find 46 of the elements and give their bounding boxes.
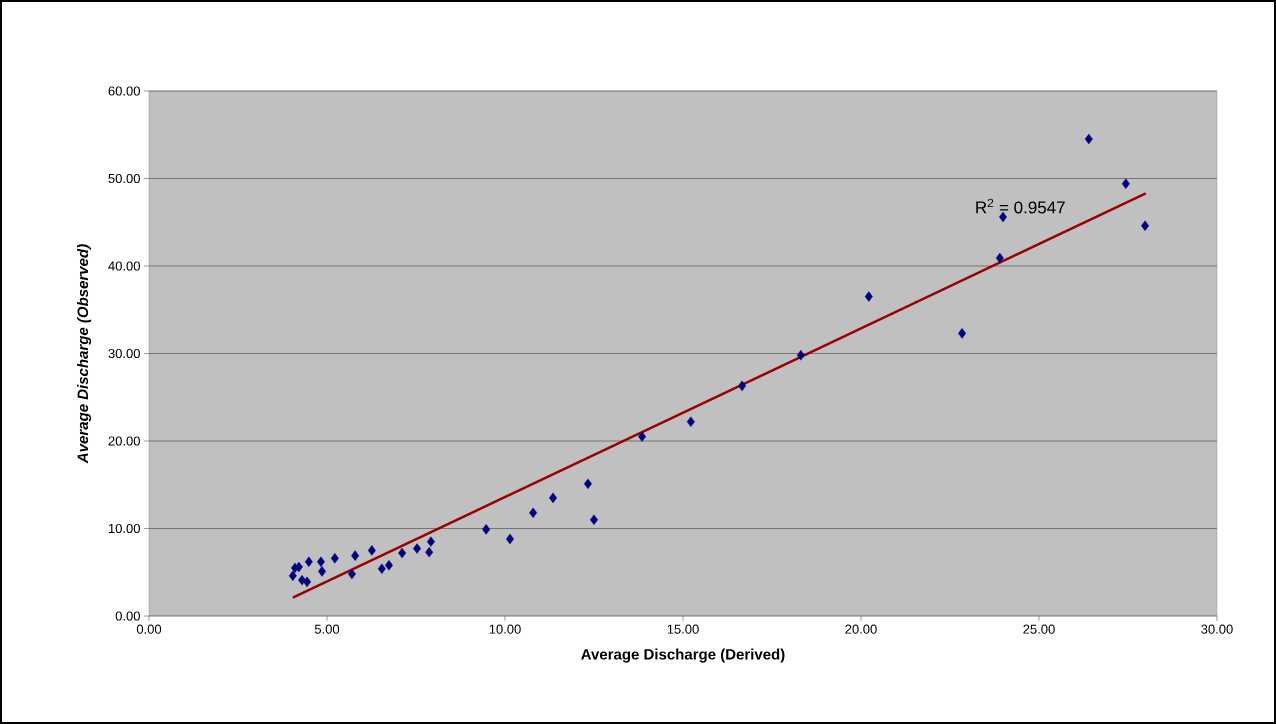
point bbox=[583, 478, 592, 490]
point bbox=[1121, 178, 1130, 189]
point bbox=[638, 431, 646, 442]
x-axis-title: Average Discharge (Derived) bbox=[581, 648, 785, 663]
point bbox=[482, 524, 491, 535]
y-tick-label: 20.00 bbox=[108, 436, 140, 446]
y-tick-label: 30.00 bbox=[108, 348, 140, 359]
point bbox=[351, 550, 360, 561]
y-tick-label: 50.00 bbox=[108, 173, 140, 184]
point bbox=[796, 350, 805, 361]
point bbox=[1084, 133, 1093, 145]
point bbox=[377, 563, 386, 574]
point bbox=[1141, 220, 1150, 231]
point bbox=[318, 566, 326, 577]
point bbox=[330, 553, 339, 564]
point bbox=[529, 507, 538, 518]
point bbox=[995, 252, 1004, 264]
point bbox=[317, 556, 325, 567]
x-tick-label: 0.00 bbox=[136, 624, 162, 634]
point bbox=[304, 556, 313, 567]
point bbox=[958, 328, 967, 339]
y-tick-label: 60.00 bbox=[108, 86, 140, 96]
x-tick-label: 30.00 bbox=[1201, 624, 1233, 634]
point bbox=[384, 560, 393, 571]
point bbox=[427, 536, 435, 547]
y-axis-title: Average Discharge (Observed) bbox=[77, 244, 92, 464]
x-tick-label: 5.00 bbox=[314, 624, 340, 634]
point bbox=[413, 543, 422, 554]
point bbox=[303, 576, 312, 588]
y-tick-label: 10.00 bbox=[108, 523, 140, 534]
point bbox=[590, 514, 598, 525]
point bbox=[367, 545, 376, 556]
x-tick-label: 20.00 bbox=[845, 624, 877, 634]
point bbox=[686, 416, 695, 427]
point bbox=[288, 570, 297, 581]
x-tick-label: 10.00 bbox=[489, 624, 521, 634]
point bbox=[425, 546, 434, 558]
x-tick-label: 25.00 bbox=[1023, 624, 1055, 634]
point bbox=[864, 291, 873, 302]
y-tick-label: 40.00 bbox=[108, 261, 140, 271]
y-tick-label: 0.00 bbox=[115, 611, 140, 621]
annotation: R$^{2}$ = 0.9547 bbox=[976, 198, 1065, 214]
point bbox=[398, 547, 407, 559]
point bbox=[347, 568, 356, 580]
x-tick-label: 15.00 bbox=[667, 624, 699, 634]
point bbox=[738, 380, 747, 392]
